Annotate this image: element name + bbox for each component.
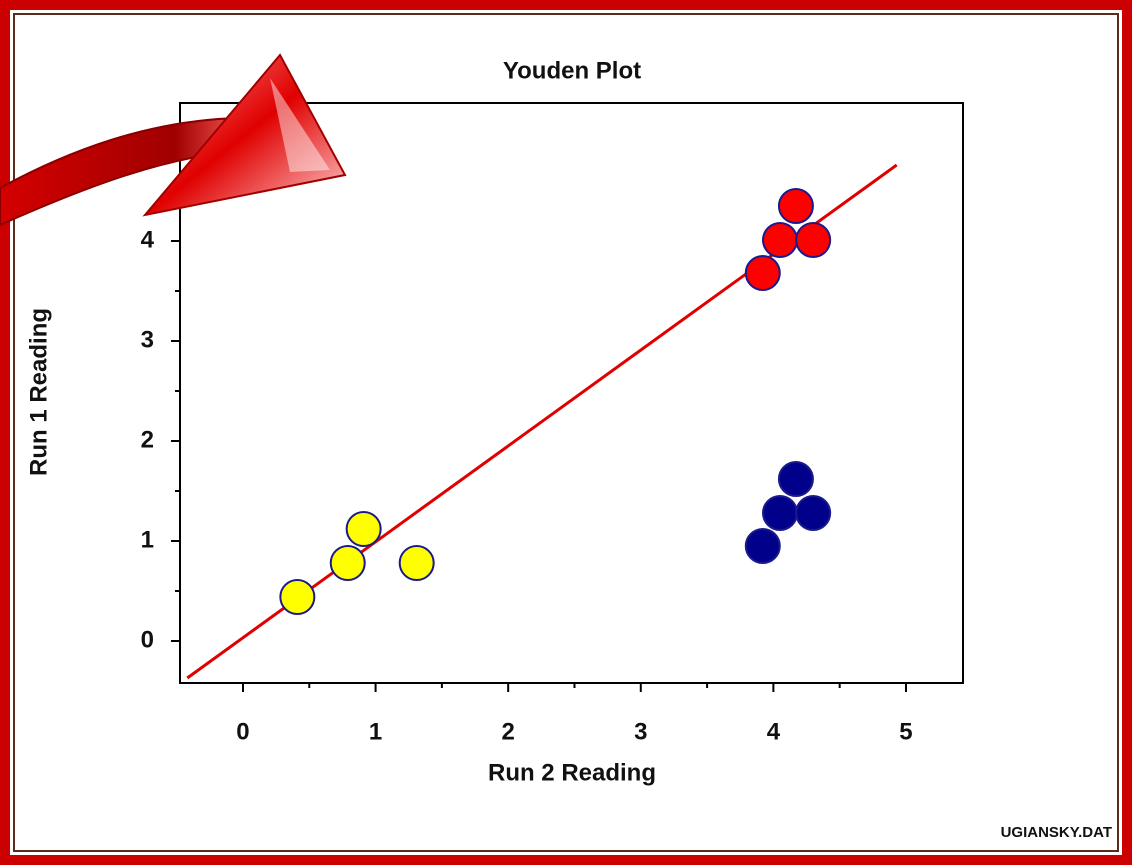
- x-tick-label: 5: [899, 718, 912, 745]
- x-tick-label: 4: [767, 718, 781, 745]
- point: [398, 545, 435, 581]
- decorative-arrow: [0, 53, 347, 227]
- y-tick-label: 1: [141, 526, 154, 553]
- point: [345, 511, 382, 547]
- point: [777, 188, 814, 224]
- x-tick-label: 2: [502, 718, 515, 745]
- y-tick-label: 4: [141, 226, 155, 253]
- point: [777, 461, 814, 497]
- footnote: UGIANSKY.DAT: [1001, 824, 1112, 841]
- point: [762, 495, 799, 531]
- y-tick-label: 0: [141, 626, 154, 653]
- point: [744, 528, 781, 564]
- y-tick-label: 2: [141, 426, 154, 453]
- point: [795, 222, 832, 258]
- point: [329, 545, 366, 581]
- x-tick-label: 0: [236, 718, 249, 745]
- point: [795, 495, 832, 531]
- chart-title: Youden Plot: [503, 57, 641, 84]
- point: [279, 579, 316, 615]
- point: [762, 222, 799, 258]
- x-tick-label: 1: [369, 718, 382, 745]
- inner-border: [13, 13, 1119, 852]
- y-tick-label: 3: [141, 326, 154, 353]
- point: [744, 255, 781, 291]
- y-axis-label: Run 1 Reading: [25, 308, 52, 476]
- x-tick-label: 3: [634, 718, 647, 745]
- x-axis-label: Run 2 Reading: [488, 759, 656, 786]
